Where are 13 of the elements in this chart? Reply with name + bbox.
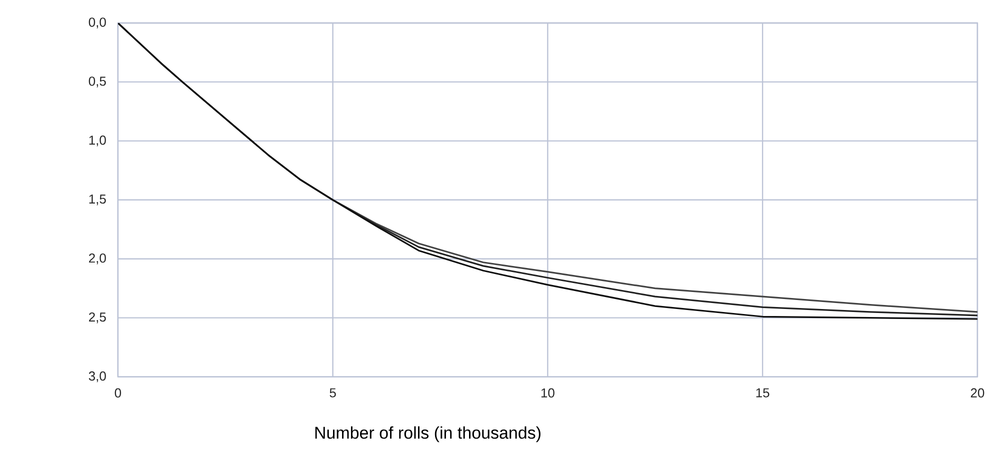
x-tick-label: 5	[330, 388, 336, 398]
y-tick-label: 1,5	[89, 194, 106, 206]
x-tick-label: 15	[756, 388, 770, 398]
x-tick-label: 0	[114, 388, 122, 398]
y-tick-label: 1,0	[89, 136, 106, 146]
y-tick-label: 2,0	[89, 254, 106, 264]
y-tick-label: 0,0	[88, 18, 106, 28]
x-tick-label: 10	[541, 388, 554, 398]
y-tick-label: 0,5	[88, 76, 106, 88]
y-tick-label: 2,5	[89, 312, 106, 324]
x-axis-title: Number of rolls (in thousands)	[315, 426, 540, 442]
x-tick-label: 20	[970, 388, 984, 398]
y-tick-label: 3,0	[88, 372, 106, 382]
